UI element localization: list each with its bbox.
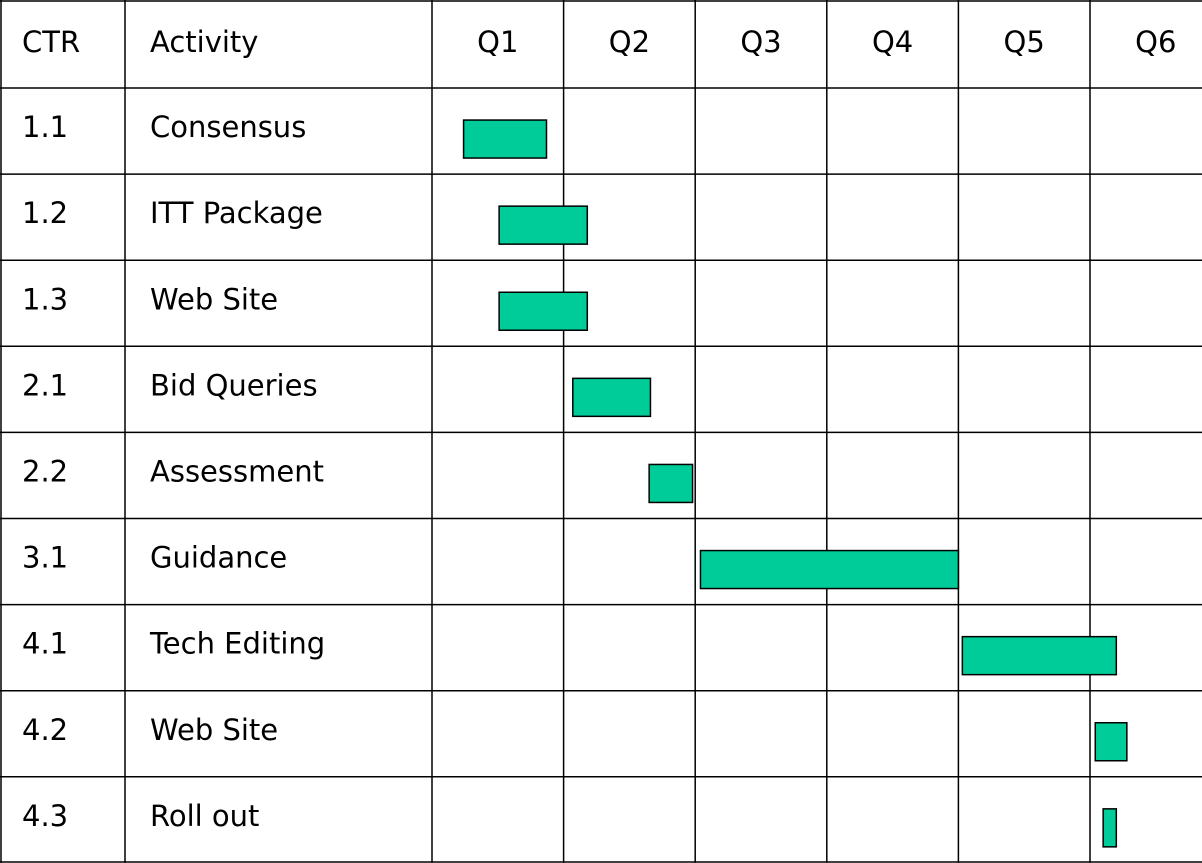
ctr-label: 1.3 [22, 282, 68, 316]
quarter-label: Q2 [609, 25, 650, 59]
column-header: CTR [22, 25, 80, 59]
task-bar [572, 377, 652, 418]
ctr-label: 4.2 [22, 713, 68, 747]
task-bar [1102, 808, 1118, 848]
ctr-label: 1.2 [22, 196, 68, 230]
activity-label: Roll out [150, 799, 259, 833]
task-bar [961, 635, 1118, 676]
ctr-label: 2.2 [22, 454, 68, 488]
task-bar [462, 119, 548, 159]
ctr-label: 4.3 [22, 799, 68, 833]
activity-label: Web Site [150, 713, 278, 747]
quarter-label: Q3 [740, 25, 781, 59]
quarter-label: Q6 [1135, 25, 1176, 59]
activity-label: Bid Queries [150, 368, 318, 402]
ctr-label: 3.1 [22, 541, 68, 575]
ctr-label: 1.1 [22, 110, 68, 144]
activity-label: Guidance [150, 541, 287, 575]
task-bar [648, 463, 694, 504]
activity-label: Assessment [150, 454, 324, 488]
column-header: Activity [150, 25, 258, 59]
ctr-label: 2.1 [22, 368, 68, 402]
activity-label: ITT Package [150, 196, 323, 230]
quarter-label: Q5 [1004, 25, 1045, 59]
task-bar [1094, 722, 1128, 762]
task-bar [498, 291, 589, 331]
quarter-label: Q4 [872, 25, 913, 59]
activity-label: Consensus [150, 110, 306, 144]
task-bar [699, 549, 960, 590]
activity-label: Tech Editing [149, 627, 325, 661]
quarter-label: Q1 [477, 25, 518, 59]
activity-label: Web Site [150, 282, 278, 316]
task-bar [498, 205, 589, 245]
ctr-label: 4.1 [22, 627, 68, 661]
